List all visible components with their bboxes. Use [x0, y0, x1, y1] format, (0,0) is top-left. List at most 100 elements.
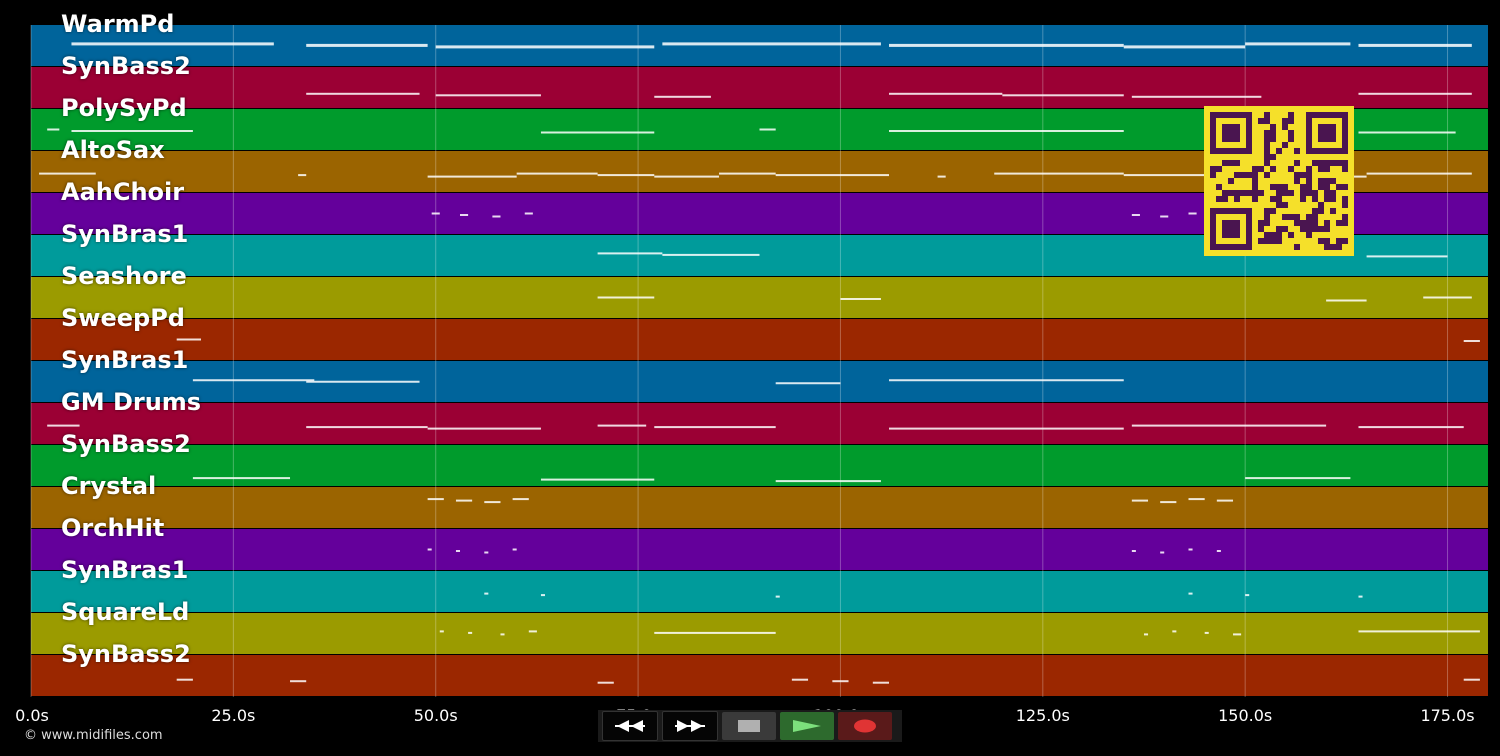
track-lane	[31, 277, 1488, 318]
track-lane	[31, 361, 1488, 402]
note-segment	[540, 131, 655, 134]
note-segment	[1188, 592, 1193, 595]
note-segment	[775, 382, 841, 385]
note-segment	[431, 212, 440, 215]
note-segment	[435, 45, 655, 49]
note-segment	[192, 477, 291, 480]
note-segment	[1160, 215, 1169, 218]
track-lane	[31, 67, 1488, 108]
track-lane	[31, 487, 1488, 528]
note-segment	[872, 681, 890, 684]
note-segment	[719, 172, 776, 175]
note-segment	[1245, 477, 1351, 480]
note-segment	[1143, 633, 1149, 636]
note-segment	[889, 130, 1124, 132]
note-segment	[1233, 633, 1242, 636]
note-segment	[540, 478, 655, 481]
note-segment	[597, 296, 655, 299]
track-label: SynBass2	[61, 430, 191, 458]
fast-forward-button[interactable]	[662, 711, 718, 741]
note-segment	[1123, 45, 1246, 49]
note-segment	[524, 212, 533, 215]
note-segment	[427, 427, 541, 430]
note-segment	[1123, 174, 1246, 177]
note-segment	[71, 42, 274, 46]
note-segment	[1358, 92, 1472, 95]
note-segment	[306, 92, 420, 95]
note-segment	[654, 631, 776, 634]
note-segment	[1002, 94, 1124, 97]
note-segment	[1131, 95, 1262, 98]
note-segment	[775, 480, 881, 483]
track-label: Seashore	[61, 262, 187, 290]
record-icon	[854, 719, 876, 733]
track-lane	[31, 571, 1488, 612]
note-segment	[439, 630, 444, 633]
note-segment	[47, 128, 60, 131]
note-segment	[1358, 426, 1464, 429]
note-segment	[1366, 172, 1472, 175]
track-lane	[31, 445, 1488, 486]
note-segment	[1358, 43, 1472, 47]
note-segment	[1358, 595, 1363, 598]
note-segment	[192, 379, 315, 382]
note-segment	[484, 551, 489, 554]
note-segment	[654, 175, 720, 178]
note-segment	[1245, 594, 1250, 597]
note-segment	[516, 172, 598, 175]
note-segment	[597, 252, 663, 255]
time-tick-label: 125.0s	[1015, 706, 1070, 725]
time-tick-label: 50.0s	[413, 706, 458, 725]
track-label: OrchHit	[61, 514, 165, 542]
track-label: WarmPd	[61, 10, 175, 38]
note-segment	[47, 424, 80, 427]
note-segment	[484, 501, 501, 504]
note-segment	[597, 681, 614, 684]
note-segment	[1463, 340, 1480, 342]
track-label: Crystal	[61, 472, 157, 500]
time-tick-label: 0.0s	[15, 706, 49, 725]
note-segment	[1131, 499, 1149, 502]
copyright-text: © www.midifiles.com	[24, 728, 163, 743]
note-segment	[1131, 424, 1327, 427]
note-segment	[1216, 499, 1234, 502]
stop-icon	[738, 720, 760, 732]
rewind-button[interactable]	[602, 711, 658, 741]
note-segment	[540, 594, 545, 597]
note-segment	[1160, 501, 1177, 504]
note-segment	[1131, 214, 1140, 216]
note-segment	[176, 338, 201, 341]
note-segment	[71, 130, 193, 132]
note-segment	[484, 592, 489, 595]
track-label: PolySyPd	[61, 94, 187, 122]
rewind-icon	[615, 720, 645, 732]
note-segment	[889, 427, 1124, 430]
note-segment	[468, 631, 473, 634]
note-segment	[1160, 551, 1165, 554]
note-segment	[937, 175, 946, 178]
time-tick-label: 25.0s	[211, 706, 256, 725]
track-lane	[31, 403, 1488, 444]
track-lane	[31, 25, 1488, 66]
note-segment	[176, 678, 193, 681]
play-icon	[793, 720, 821, 732]
note-segment	[889, 92, 1003, 95]
note-segment	[1245, 42, 1351, 46]
playback-controls	[598, 710, 902, 742]
note-segment	[455, 499, 473, 502]
play-button[interactable]	[780, 712, 834, 740]
note-segment	[1131, 550, 1136, 552]
track-label: AahChoir	[61, 178, 185, 206]
track-lane	[31, 529, 1488, 570]
time-tick-label: 150.0s	[1218, 706, 1273, 725]
note-segment	[39, 172, 96, 175]
record-button[interactable]	[838, 712, 892, 740]
note-segment	[1172, 630, 1177, 633]
track-label: SynBras1	[61, 556, 189, 584]
note-segment	[654, 95, 711, 98]
track-label: GM Drums	[61, 388, 202, 416]
note-segment	[889, 379, 1124, 382]
stop-button[interactable]	[722, 712, 776, 740]
note-segment	[1366, 255, 1448, 258]
note-segment	[492, 215, 501, 218]
